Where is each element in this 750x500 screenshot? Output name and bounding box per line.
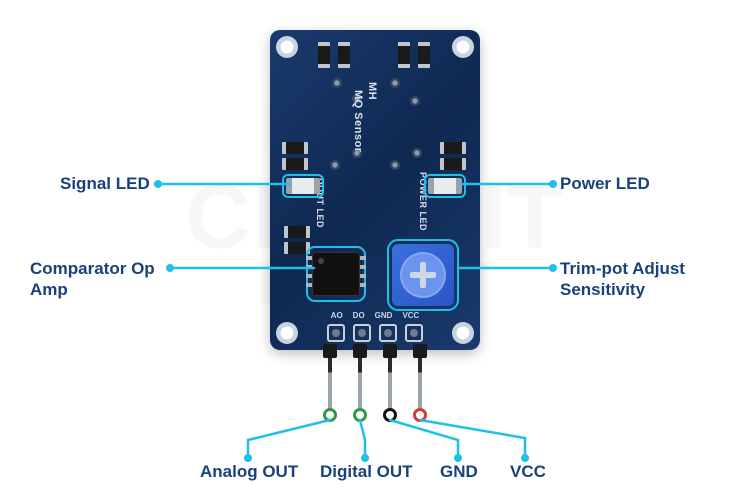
pin-ao <box>328 350 332 414</box>
header-pads <box>327 324 423 342</box>
via-icon <box>390 78 400 88</box>
smd-resistor-icon <box>282 142 308 154</box>
silk-title-2: MQ Sensor <box>352 90 364 153</box>
smd-resistor-icon <box>440 142 466 154</box>
via-icon <box>412 148 422 158</box>
mount-hole-icon <box>452 322 474 344</box>
smd-resistor-icon <box>418 42 430 68</box>
header-pin-labels: AO DO GND VCC <box>331 311 420 320</box>
label-digital-out: Digital OUT <box>320 462 413 482</box>
via-icon <box>332 78 342 88</box>
pin-label-vcc: VCC <box>402 311 419 320</box>
silk-power: POWER LED <box>418 172 428 231</box>
via-icon <box>390 160 400 170</box>
label-trimpot: Trim-pot Adjust Sensitivity <box>560 258 710 301</box>
mount-hole-icon <box>452 36 474 58</box>
label-signal-led: Signal LED <box>60 174 150 194</box>
smd-resistor-icon <box>318 42 330 68</box>
label-vcc: VCC <box>510 462 546 482</box>
silk-title-1: MH <box>366 82 378 100</box>
mount-hole-icon <box>276 322 298 344</box>
pin-label-ao: AO <box>331 311 343 320</box>
pin-vcc <box>418 350 422 414</box>
signal-led-icon <box>286 178 320 194</box>
smd-resistor-icon <box>284 226 310 238</box>
pin-label-gnd: GND <box>375 311 393 320</box>
smd-resistor-icon <box>282 158 308 170</box>
pcb-board: MH MQ Sensor DOUT LED POWER LED AO DO GN… <box>270 30 480 350</box>
smd-resistor-icon <box>338 42 350 68</box>
label-gnd: GND <box>440 462 478 482</box>
trimpot-icon <box>392 244 454 306</box>
header-pins <box>328 350 422 414</box>
label-analog-out: Analog OUT <box>200 462 298 482</box>
pin-label-do: DO <box>353 311 365 320</box>
mount-hole-icon <box>276 36 298 58</box>
smd-resistor-icon <box>440 158 466 170</box>
pin-gnd <box>388 350 392 414</box>
power-led-icon <box>428 178 462 194</box>
smd-resistor-icon <box>284 242 310 254</box>
smd-resistor-icon <box>398 42 410 68</box>
comparator-chip-icon <box>312 252 360 296</box>
label-comparator: Comparator Op Amp <box>30 258 180 301</box>
via-icon <box>410 96 420 106</box>
label-power-led: Power LED <box>560 174 650 194</box>
via-icon <box>330 160 340 170</box>
pin-do <box>358 350 362 414</box>
